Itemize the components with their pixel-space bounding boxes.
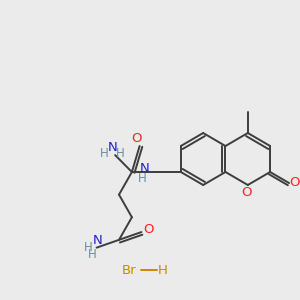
- Text: H: H: [116, 147, 124, 160]
- Text: O: O: [131, 133, 142, 146]
- Text: O: O: [143, 223, 154, 236]
- Text: H: H: [158, 263, 167, 277]
- Text: H: H: [84, 241, 93, 254]
- Text: N: N: [140, 163, 149, 176]
- Text: N: N: [107, 141, 117, 154]
- Text: O: O: [289, 176, 299, 188]
- Text: H: H: [88, 248, 97, 261]
- Text: H: H: [100, 147, 109, 160]
- Text: H: H: [138, 172, 147, 184]
- Text: O: O: [242, 185, 252, 199]
- Text: Br: Br: [122, 263, 136, 277]
- Text: N: N: [93, 234, 103, 247]
